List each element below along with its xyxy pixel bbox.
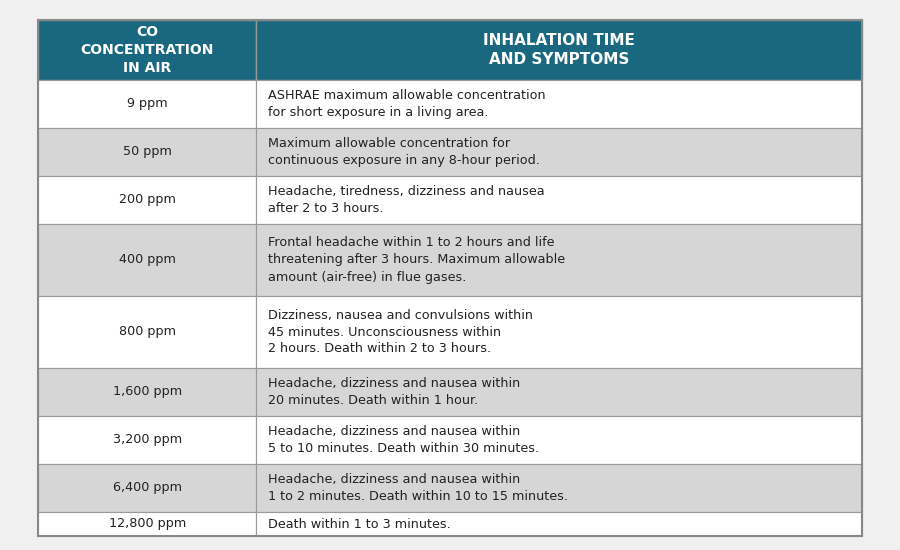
Text: 50 ppm: 50 ppm (122, 146, 172, 158)
Bar (256, 368, 862, 416)
Bar (256, 512, 862, 536)
Bar (256, 464, 862, 512)
Bar (38, 80, 256, 128)
Text: Headache, dizziness and nausea within
5 to 10 minutes. Death within 30 minutes.: Headache, dizziness and nausea within 5 … (268, 425, 539, 455)
Text: 200 ppm: 200 ppm (119, 194, 176, 206)
Bar (38, 464, 256, 512)
Text: Dizziness, nausea and convulsions within
45 minutes. Unconsciousness within
2 ho: Dizziness, nausea and convulsions within… (268, 309, 534, 355)
Text: 1,600 ppm: 1,600 ppm (112, 386, 182, 399)
Text: ASHRAE maximum allowable concentration
for short exposure in a living area.: ASHRAE maximum allowable concentration f… (268, 89, 546, 119)
Bar (256, 296, 862, 368)
Text: Headache, tiredness, dizziness and nausea
after 2 to 3 hours.: Headache, tiredness, dizziness and nause… (268, 185, 545, 215)
Bar (38, 416, 256, 464)
Text: 9 ppm: 9 ppm (127, 97, 167, 111)
Text: 12,800 ppm: 12,800 ppm (109, 518, 185, 531)
Text: INHALATION TIME
AND SYMPTOMS: INHALATION TIME AND SYMPTOMS (483, 33, 635, 67)
Text: Death within 1 to 3 minutes.: Death within 1 to 3 minutes. (268, 518, 451, 531)
Text: Maximum allowable concentration for
continuous exposure in any 8-hour period.: Maximum allowable concentration for cont… (268, 137, 540, 167)
Bar (256, 224, 862, 296)
Bar (256, 176, 862, 224)
Bar (38, 176, 256, 224)
Bar (256, 416, 862, 464)
Bar (256, 128, 862, 176)
Text: 3,200 ppm: 3,200 ppm (112, 433, 182, 447)
Bar (38, 20, 256, 80)
Bar (38, 512, 256, 536)
Text: Headache, dizziness and nausea within
20 minutes. Death within 1 hour.: Headache, dizziness and nausea within 20… (268, 377, 520, 407)
Bar (38, 224, 256, 296)
Bar (256, 80, 862, 128)
Text: 6,400 ppm: 6,400 ppm (112, 481, 182, 494)
Text: Frontal headache within 1 to 2 hours and life
threatening after 3 hours. Maximum: Frontal headache within 1 to 2 hours and… (268, 236, 565, 283)
Bar (38, 368, 256, 416)
Text: Headache, dizziness and nausea within
1 to 2 minutes. Death within 10 to 15 minu: Headache, dizziness and nausea within 1 … (268, 473, 569, 503)
Text: CO
CONCENTRATION
IN AIR: CO CONCENTRATION IN AIR (80, 25, 214, 75)
Text: 800 ppm: 800 ppm (119, 326, 176, 338)
Bar (38, 296, 256, 368)
Bar (256, 20, 862, 80)
Bar (38, 128, 256, 176)
Text: 400 ppm: 400 ppm (119, 254, 176, 267)
